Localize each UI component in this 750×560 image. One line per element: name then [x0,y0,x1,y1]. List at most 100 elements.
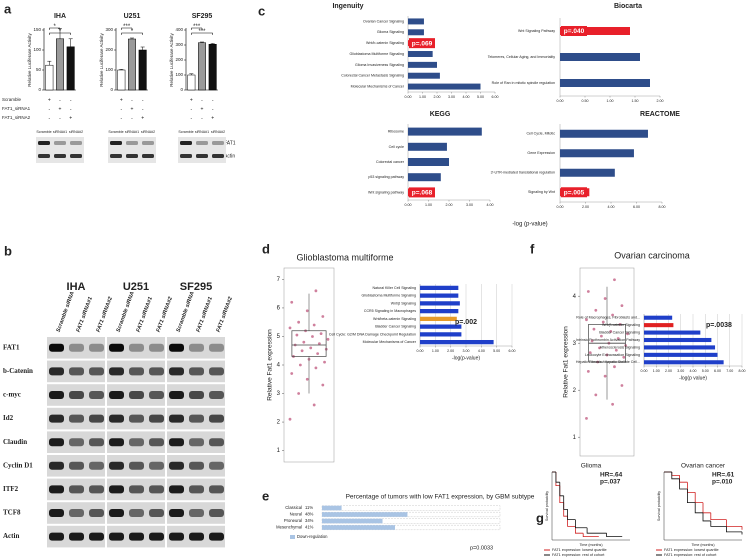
chart-title: Ovarian carcinoma [614,250,690,260]
data-point [601,320,605,324]
band-label: FAT1 [224,140,236,146]
bar [644,352,718,357]
category-label: Glioma Invasiveness Signaling [355,63,404,67]
y-tick-label: 50 [36,67,42,72]
data-point [316,352,320,355]
category-label: Intrinsic Prothrombin Activation Pathway [576,338,640,342]
axis-label: -log (p-value) [512,222,547,228]
blot-band [109,532,124,541]
blot-band [169,391,184,399]
x-tick-label: 0.00 [557,99,564,103]
group-label: SF295 [180,281,212,293]
blot-band [69,438,84,447]
blot-band [142,154,154,158]
panel-label: d [262,241,270,256]
category-label: Bladder Cancer Signaling [599,331,640,335]
track [321,524,501,531]
lane-label: Scramble siRNA [116,291,136,333]
blot-band [109,461,124,470]
data-point [288,417,292,421]
annotation-box [561,26,587,36]
data-point [321,315,325,318]
category-label: p53 signaling pathway [368,175,404,179]
survival-step [702,512,711,522]
data-point [588,351,592,354]
blot-band [109,367,124,376]
y-tick-label: 4 [573,294,577,300]
condition-cell: + [190,97,193,103]
axis-label: -log(p-value) [452,355,480,361]
error-bar [200,41,204,43]
condition-row: FAT1_siRNA1 [2,106,31,111]
row-label: c-myc [3,391,21,399]
track [321,518,501,524]
x-tick-label: 4.00 [690,369,697,373]
axis-label: Relative Luciferase Activity [169,32,174,86]
data-point [290,372,294,375]
category-label: Wnt/beta-catenin Signaling [373,317,416,321]
blot-band [49,485,64,494]
data-point [311,335,314,338]
lane-label: FAT1 siRNA#2 [156,296,174,333]
survival-step [555,472,560,486]
bar [420,339,494,345]
blot-band [69,532,84,541]
bar [560,149,634,158]
category-label: Wnt Signaling Pathway [518,29,555,33]
bracket [191,27,203,30]
category-label: Signaling by Wnt [528,190,555,194]
row-label: Actin [3,532,19,540]
data-point [611,313,614,317]
survival-step [555,472,560,483]
bar [408,51,433,57]
category-label: Role of Macrophages, Fibroblasts and... [576,316,640,320]
chart-title: Ingenuity [332,3,363,10]
blot-band [126,141,138,145]
blot-band [129,485,144,494]
bar [408,18,424,25]
y-tick-label: 3 [277,391,281,397]
row-label: Id2 [3,414,14,422]
data-point [586,290,590,293]
chart-title: SF295 [192,13,213,20]
x-tick-label: 2.00 [665,369,672,373]
y-tick-label: 200 [105,47,113,52]
blot-band [189,391,204,399]
blot-band [89,367,104,376]
band-label: Actin [224,153,235,159]
condition-cell: - [201,97,203,103]
legend-label: FAT1 expression: lowest quartile [552,548,607,552]
data-point [613,365,616,369]
significance: * [59,29,62,35]
blot [167,337,225,359]
blot-band [38,141,50,145]
axis-label: Survival probability [545,491,549,521]
lane-label: FAT1 siRNA#1 [76,296,94,333]
x-tick-label: 8.00 [659,205,666,209]
blot-band [149,485,164,494]
blot-band [89,461,104,470]
blot-band [70,154,82,158]
x-tick-label: 3.00 [677,369,684,373]
bar [408,173,441,182]
chart-title: Ovarian cancer [681,463,726,470]
group-label: U251 [123,281,149,293]
blot [178,137,226,163]
blot-band [49,391,64,399]
data-point [326,337,330,341]
bar [560,129,648,138]
survival-step [671,472,680,480]
data-point [626,332,629,336]
legend-swatch [290,535,295,539]
blot-band [189,532,204,541]
blot-band [109,414,124,423]
error-bar [68,38,73,47]
value-label: 48% [305,512,314,517]
x-tick-label: 4.00 [608,205,615,209]
y-tick-label: 0 [180,87,183,92]
blot [107,337,165,359]
y-tick-label: 2 [573,388,577,394]
y-tick-label: 100 [33,47,41,52]
blot-band [189,367,204,376]
bar [322,518,383,524]
